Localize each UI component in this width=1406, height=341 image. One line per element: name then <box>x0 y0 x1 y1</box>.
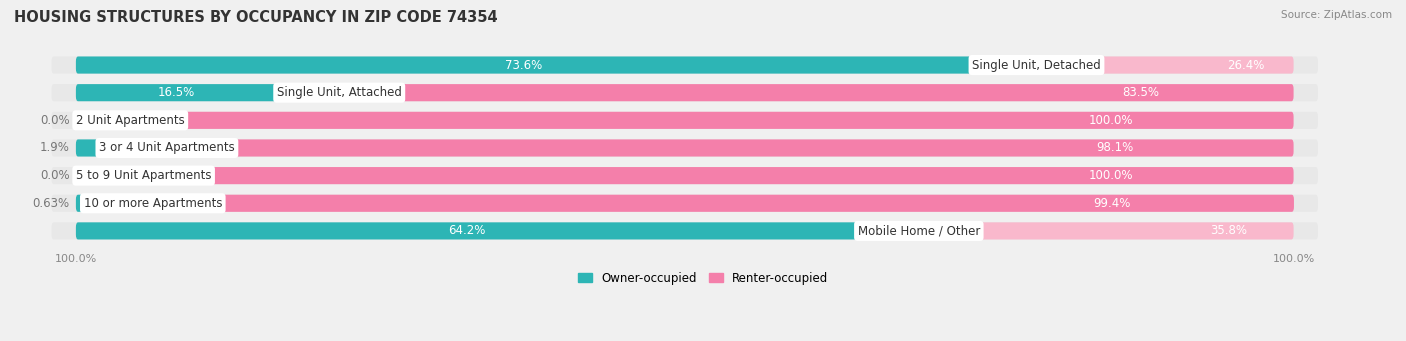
FancyBboxPatch shape <box>76 112 1294 129</box>
Text: 73.6%: 73.6% <box>505 59 543 72</box>
FancyBboxPatch shape <box>52 195 1317 212</box>
FancyBboxPatch shape <box>52 57 1317 74</box>
FancyBboxPatch shape <box>52 139 1317 157</box>
Text: 35.8%: 35.8% <box>1209 224 1247 237</box>
Text: 100.0%: 100.0% <box>1088 169 1133 182</box>
FancyBboxPatch shape <box>76 222 858 239</box>
FancyBboxPatch shape <box>76 195 83 212</box>
Legend: Owner-occupied, Renter-occupied: Owner-occupied, Renter-occupied <box>572 267 834 290</box>
FancyBboxPatch shape <box>76 139 98 157</box>
Text: Single Unit, Attached: Single Unit, Attached <box>277 86 402 99</box>
Text: 0.63%: 0.63% <box>32 197 70 210</box>
Text: 26.4%: 26.4% <box>1226 59 1264 72</box>
Text: 64.2%: 64.2% <box>449 224 485 237</box>
Text: 10 or more Apartments: 10 or more Apartments <box>83 197 222 210</box>
FancyBboxPatch shape <box>76 84 277 101</box>
Text: 98.1%: 98.1% <box>1095 142 1133 154</box>
Text: 0.0%: 0.0% <box>41 169 70 182</box>
Text: 16.5%: 16.5% <box>157 86 195 99</box>
FancyBboxPatch shape <box>52 84 1317 101</box>
FancyBboxPatch shape <box>52 167 1317 184</box>
FancyBboxPatch shape <box>858 222 1294 239</box>
FancyBboxPatch shape <box>76 167 1294 184</box>
FancyBboxPatch shape <box>972 57 1294 74</box>
Text: 3 or 4 Unit Apartments: 3 or 4 Unit Apartments <box>98 142 235 154</box>
FancyBboxPatch shape <box>83 195 1294 212</box>
FancyBboxPatch shape <box>98 139 1294 157</box>
Text: 5 to 9 Unit Apartments: 5 to 9 Unit Apartments <box>76 169 211 182</box>
Text: 1.9%: 1.9% <box>39 142 70 154</box>
Text: 99.4%: 99.4% <box>1094 197 1130 210</box>
Text: 2 Unit Apartments: 2 Unit Apartments <box>76 114 184 127</box>
Text: HOUSING STRUCTURES BY OCCUPANCY IN ZIP CODE 74354: HOUSING STRUCTURES BY OCCUPANCY IN ZIP C… <box>14 10 498 25</box>
FancyBboxPatch shape <box>52 222 1317 239</box>
FancyBboxPatch shape <box>277 84 1294 101</box>
Text: 100.0%: 100.0% <box>1088 114 1133 127</box>
Text: Single Unit, Detached: Single Unit, Detached <box>972 59 1101 72</box>
FancyBboxPatch shape <box>52 112 1317 129</box>
Text: Source: ZipAtlas.com: Source: ZipAtlas.com <box>1281 10 1392 20</box>
Text: 0.0%: 0.0% <box>41 114 70 127</box>
Text: 83.5%: 83.5% <box>1122 86 1160 99</box>
FancyBboxPatch shape <box>76 57 972 74</box>
Text: Mobile Home / Other: Mobile Home / Other <box>858 224 980 237</box>
